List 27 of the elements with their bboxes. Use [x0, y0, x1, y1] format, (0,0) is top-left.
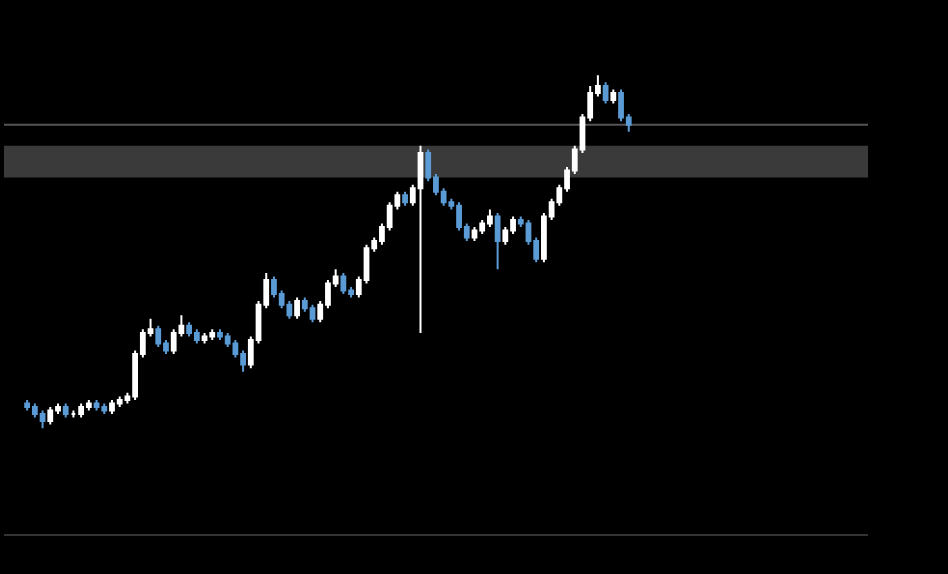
candlestick [402, 190, 408, 207]
candlestick [309, 303, 316, 324]
candlestick [101, 402, 108, 416]
candlestick [116, 395, 123, 408]
candlestick [471, 226, 478, 243]
candlestick [85, 398, 92, 412]
candlestick [24, 398, 31, 412]
candlestick [62, 402, 69, 419]
candlestick [109, 398, 115, 416]
candlestick [93, 398, 100, 412]
candlestick [602, 81, 609, 105]
candlestick [209, 328, 216, 341]
candlestick [39, 409, 46, 430]
candlestick [193, 328, 200, 345]
candlestick [487, 208, 493, 229]
candlestick [78, 402, 85, 419]
candlestick [70, 409, 77, 419]
candlestick [340, 271, 347, 296]
candlestick [47, 405, 54, 426]
candlestick [186, 321, 192, 338]
candlestick [294, 296, 300, 320]
candlestick [201, 331, 208, 345]
candlestick [217, 328, 223, 341]
candlestick [155, 324, 162, 348]
candlestick [610, 88, 617, 105]
candlestick [417, 144, 424, 334]
candlestick [494, 211, 501, 271]
